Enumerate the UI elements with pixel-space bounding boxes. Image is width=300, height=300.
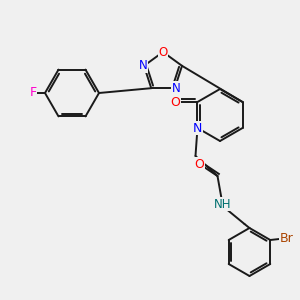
Text: N: N xyxy=(193,122,202,134)
Text: Br: Br xyxy=(279,232,293,244)
Text: O: O xyxy=(194,158,204,170)
Text: O: O xyxy=(170,95,180,109)
Text: N: N xyxy=(171,82,180,95)
Text: F: F xyxy=(29,86,37,100)
Text: O: O xyxy=(158,46,168,59)
Text: N: N xyxy=(139,59,147,72)
Text: NH: NH xyxy=(214,197,231,211)
